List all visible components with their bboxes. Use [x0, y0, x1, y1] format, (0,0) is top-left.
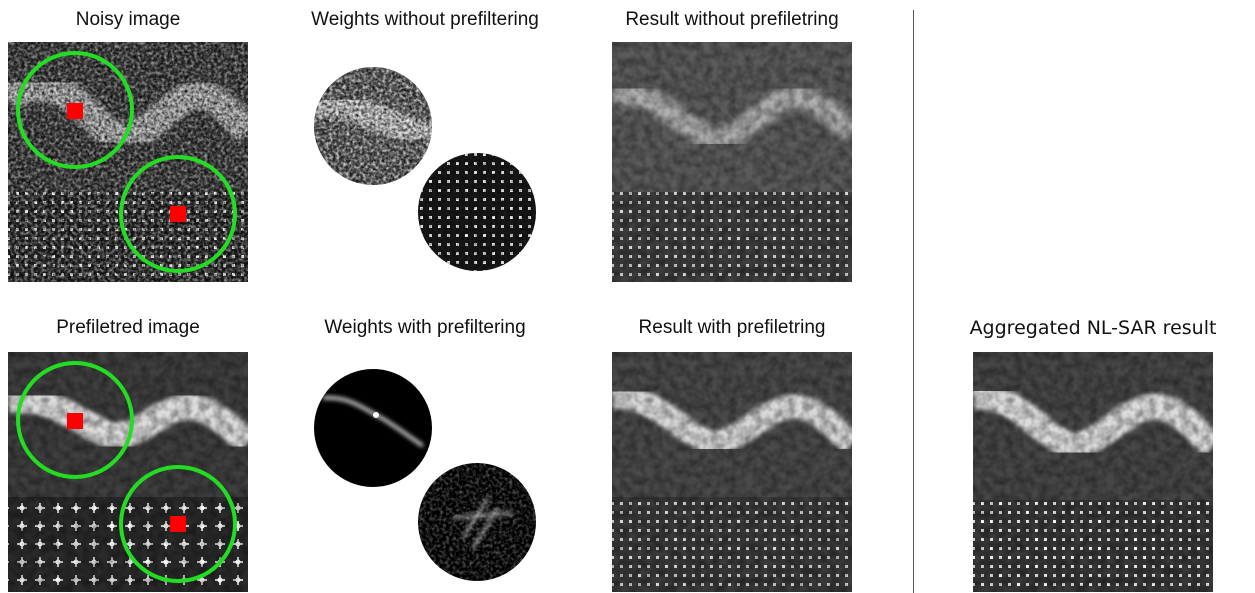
search-window-circle — [16, 361, 134, 479]
caption-result-without: Result without prefiletring — [625, 9, 839, 30]
reference-pixel-marker — [67, 413, 83, 429]
weights-without-panel — [313, 66, 543, 276]
reference-pixel-marker — [67, 103, 83, 119]
search-window-circle — [16, 51, 134, 169]
aggregated-result-image — [973, 352, 1213, 592]
caption-aggregated-result: Aggregated NL-SAR result — [969, 317, 1217, 339]
result-with-image — [612, 352, 852, 592]
noisy-image — [8, 42, 248, 282]
aggregated-result-panel — [973, 352, 1213, 592]
search-window-circle — [119, 155, 237, 273]
weights-without-image — [314, 67, 536, 271]
prefiltered-image-panel — [8, 352, 248, 592]
reference-pixel-marker — [170, 206, 186, 222]
search-window-circle — [119, 465, 237, 583]
result-without-image — [612, 42, 852, 282]
caption-noisy-image: Noisy image — [75, 9, 181, 30]
result-without-panel — [612, 42, 852, 282]
caption-weights-with: Weights with prefiltering — [324, 317, 526, 338]
weights-with-image — [314, 369, 536, 581]
caption-result-with: Result with prefiletring — [638, 317, 826, 338]
result-with-panel — [612, 352, 852, 592]
reference-pixel-marker — [170, 516, 186, 532]
prefiltered-image — [8, 352, 248, 592]
caption-weights-without: Weights without prefiltering — [311, 9, 539, 30]
noisy-image-panel — [8, 42, 248, 282]
caption-prefiltered-image: Prefiletred image — [56, 317, 200, 338]
vertical-divider — [913, 10, 914, 593]
weights-with-panel — [313, 368, 543, 588]
